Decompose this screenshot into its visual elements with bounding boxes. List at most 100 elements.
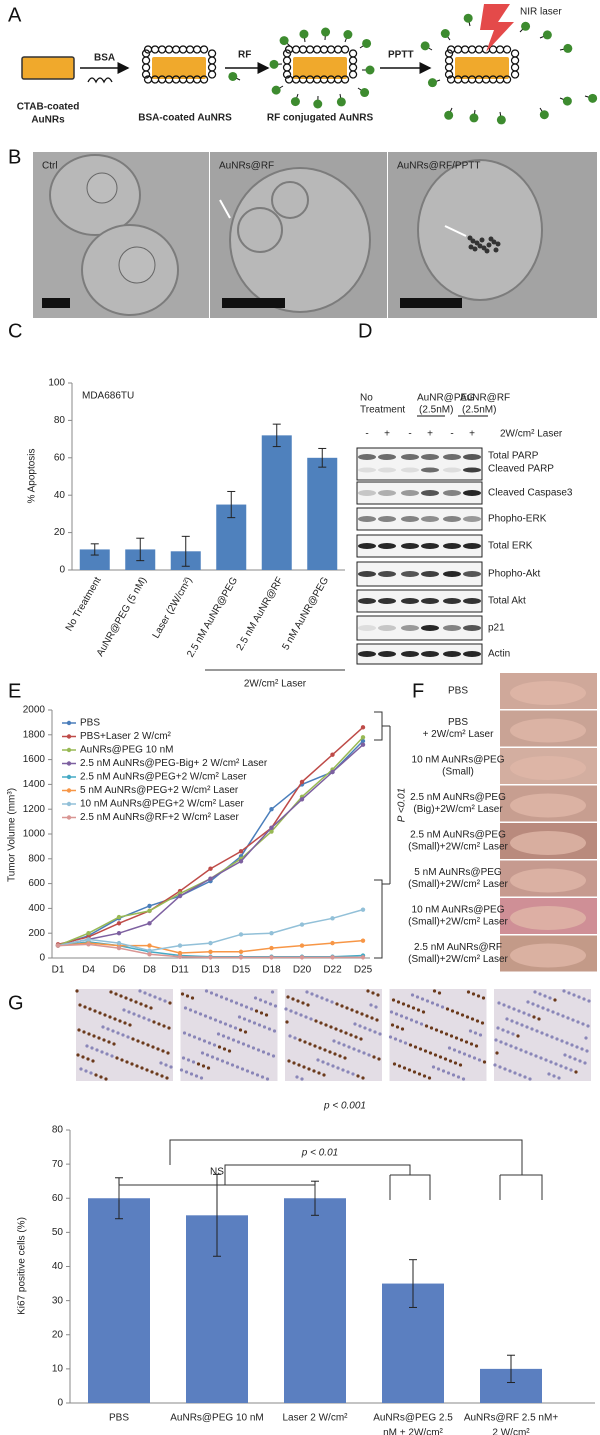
nucleus	[555, 1037, 559, 1041]
nucleus	[301, 1001, 305, 1005]
y-tick-label: 80	[52, 1125, 64, 1136]
point	[269, 807, 274, 812]
nucleus	[79, 1067, 83, 1071]
nucleus	[158, 997, 162, 1001]
row-label: 2.5 nM AuNRs@PEG	[410, 792, 506, 803]
nucleus	[534, 1054, 538, 1058]
blot-strip	[356, 643, 483, 665]
point	[86, 937, 91, 942]
nucleus	[226, 1036, 231, 1040]
step-label: RF	[238, 50, 251, 61]
nucleus	[183, 1006, 188, 1010]
nucleus	[331, 1064, 335, 1068]
nucleus	[527, 1013, 531, 1017]
nucleus	[151, 1045, 155, 1049]
nucleus	[201, 1064, 206, 1068]
nucleus	[304, 1015, 308, 1019]
legend-marker	[66, 801, 72, 807]
band	[421, 625, 439, 631]
nucleus	[237, 1015, 242, 1019]
nucleus	[576, 1020, 580, 1024]
nucleus	[398, 1039, 403, 1043]
band	[401, 625, 419, 631]
nucleus	[577, 995, 581, 999]
band	[421, 516, 439, 522]
nucleus	[399, 1014, 404, 1018]
band	[421, 651, 439, 657]
rf-molecule	[313, 99, 323, 109]
nucleus	[235, 1065, 240, 1069]
nucleus	[323, 1048, 327, 1052]
y-tick-label: 30	[52, 1295, 64, 1306]
nucleus	[466, 990, 471, 994]
nucleus	[200, 1051, 205, 1055]
nucleus	[518, 1073, 522, 1077]
group-header: AuNR@RF	[460, 393, 510, 404]
nucleus	[511, 1032, 515, 1036]
nucleus	[586, 1024, 590, 1028]
nucleus	[436, 1067, 441, 1071]
nucleus	[556, 1012, 560, 1016]
legend-marker	[66, 734, 72, 739]
nucleus	[375, 1018, 379, 1022]
group-header: No	[360, 393, 373, 404]
band	[378, 651, 396, 657]
y-tick-label: 40	[52, 1261, 64, 1272]
band	[443, 598, 461, 604]
point	[299, 922, 305, 927]
rf-molecule	[588, 93, 598, 103]
nucleus	[312, 1069, 316, 1073]
nucleus	[554, 1062, 558, 1066]
x-tick-label: nM + 2W/cm²	[383, 1428, 443, 1435]
nanoparticle-cluster	[486, 242, 492, 248]
point	[86, 931, 91, 936]
nucleus	[496, 1026, 500, 1030]
nucleus	[563, 1053, 567, 1057]
nucleus	[498, 1065, 502, 1069]
y-tick-label: 2000	[23, 705, 46, 716]
nucleus	[82, 1030, 86, 1034]
nucleus	[552, 1074, 556, 1078]
band	[358, 598, 376, 604]
row-label: 10 nM AuNRs@PEG	[412, 755, 505, 766]
nucleus	[209, 991, 214, 995]
nucleus	[453, 1061, 458, 1065]
y-tick-label: 1800	[23, 729, 46, 740]
image-label: AuNRs@RF	[219, 161, 274, 172]
x-tick-label: D13	[201, 965, 220, 976]
point	[208, 866, 213, 871]
rf-molecule	[539, 110, 549, 120]
rf-molecule	[542, 30, 552, 40]
nucleus	[516, 1034, 520, 1038]
band	[463, 543, 481, 549]
nucleus	[520, 1023, 524, 1027]
nucleus	[388, 1035, 393, 1039]
lane-header: 2W/cm² Laser	[500, 429, 563, 440]
image-label: Ctrl	[42, 161, 58, 172]
nucleus	[298, 1038, 302, 1042]
point	[269, 955, 274, 960]
band	[463, 467, 481, 473]
band	[401, 598, 419, 604]
nucleus	[368, 1028, 372, 1032]
rf-molecule	[279, 36, 289, 46]
cell	[417, 159, 543, 301]
nucleus	[244, 1005, 249, 1009]
nucleus	[395, 1025, 400, 1029]
arrow	[444, 225, 467, 237]
mouse	[510, 943, 586, 968]
nucleus	[186, 1058, 191, 1062]
point	[177, 954, 183, 959]
nucleus	[208, 1016, 213, 1020]
nucleus	[313, 1044, 317, 1048]
nucleus	[350, 1008, 354, 1012]
nucleus	[153, 995, 157, 999]
nucleus	[547, 1072, 551, 1076]
nucleus	[355, 1010, 359, 1014]
legend-marker	[66, 774, 72, 780]
point	[360, 738, 366, 744]
row-label: Total PARP	[488, 451, 539, 462]
point	[299, 797, 305, 802]
nucleus	[310, 992, 314, 996]
blot-strip	[356, 507, 483, 531]
